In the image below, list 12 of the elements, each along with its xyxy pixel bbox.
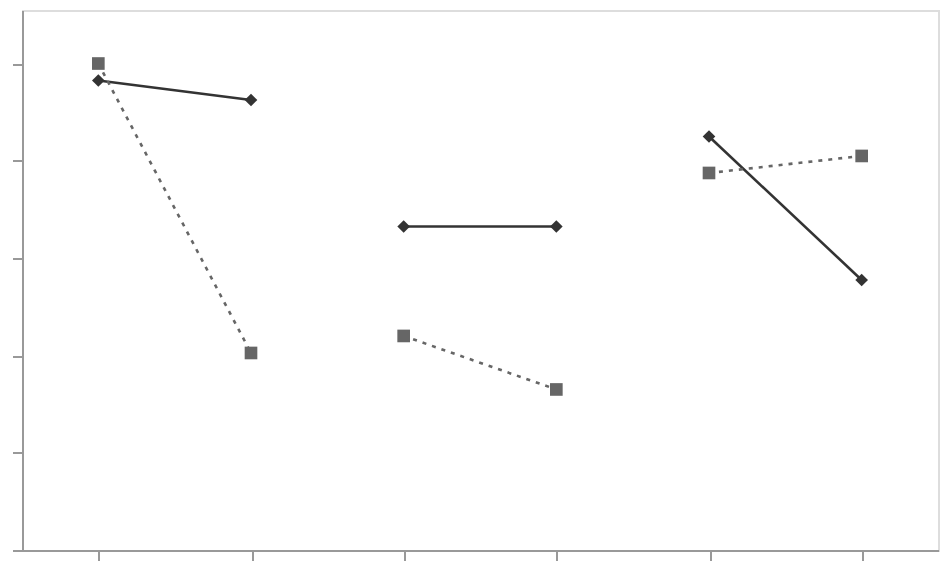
point	[855, 149, 868, 163]
point	[702, 130, 716, 143]
point	[397, 329, 410, 343]
point	[92, 57, 105, 70]
point	[702, 166, 716, 180]
point	[244, 346, 258, 360]
point	[92, 74, 105, 87]
point	[550, 220, 563, 233]
point	[244, 93, 258, 107]
point	[855, 273, 868, 287]
point	[397, 220, 410, 233]
point	[550, 383, 563, 396]
